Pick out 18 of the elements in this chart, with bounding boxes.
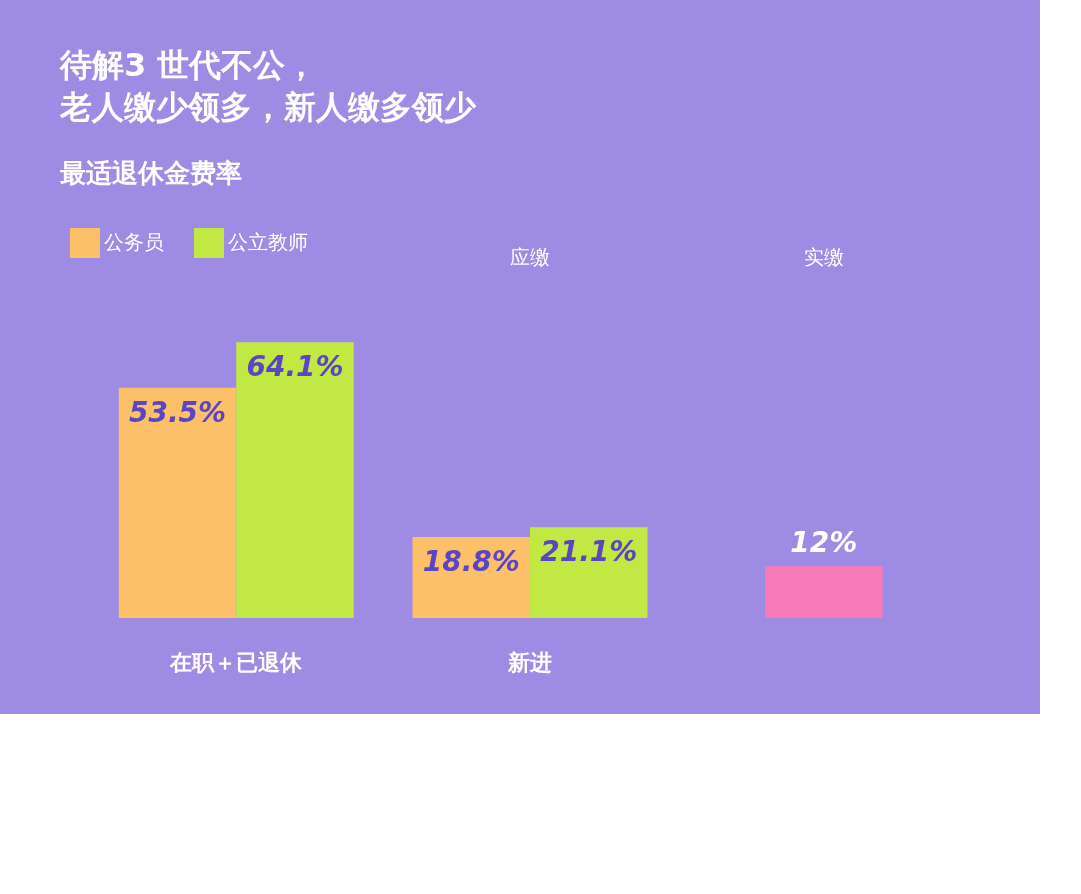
data-label: 12% — [790, 526, 858, 560]
chart-subtitle: 最适退休金费率 — [59, 158, 242, 188]
data-label: 64.1% — [246, 350, 344, 384]
legend-label: 公务员 — [104, 230, 164, 254]
text: 老人缴少领多，新人缴多领少 — [60, 88, 476, 126]
bar — [530, 527, 648, 618]
bar — [765, 566, 883, 618]
data-label: 18.8% — [422, 545, 520, 579]
bar — [236, 342, 354, 618]
data-label: 53.5% — [128, 395, 227, 429]
legend-label: 公立教师 — [228, 230, 308, 254]
x-tick-label: 新进 — [507, 650, 552, 675]
text: 实缴 — [803, 245, 844, 269]
text: 应缴 — [510, 245, 550, 269]
text: 待解3 世代不公， — [60, 46, 318, 84]
x-tick-label: 在职＋已退休 — [169, 650, 304, 675]
bar — [118, 387, 237, 618]
data-label: 21.1% — [540, 535, 638, 569]
